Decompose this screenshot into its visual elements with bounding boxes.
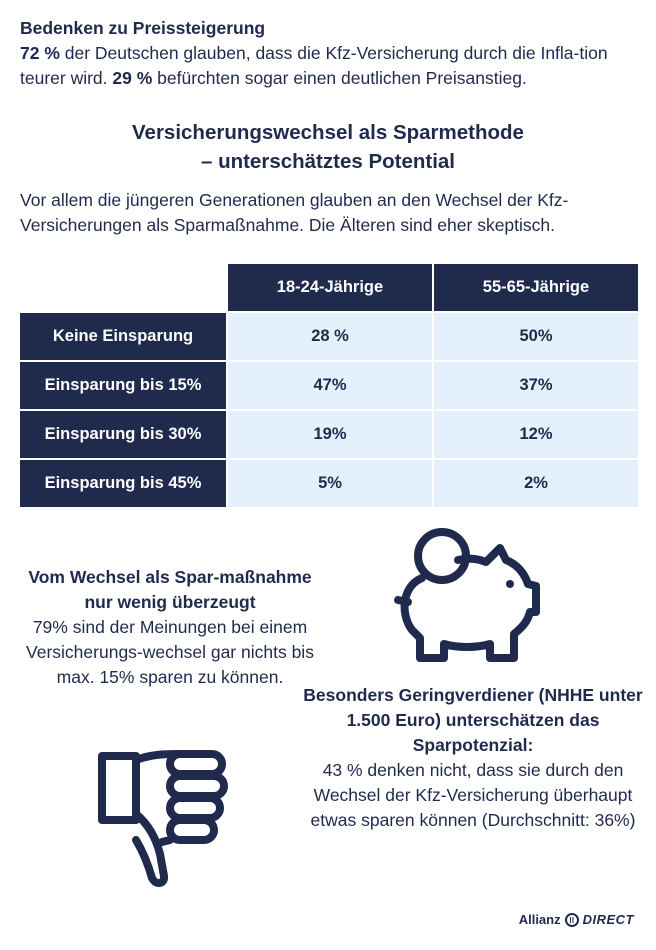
intro-block: Bedenken zu Preissteigerung 72 % der Deu… <box>20 16 640 91</box>
section-title: Versicherungswechsel als Sparmethode – u… <box>0 118 656 176</box>
column-header-55-65: 55-65-Jährige <box>432 264 638 311</box>
section-lead: Vor allem die jüngeren Generationen glau… <box>20 190 569 235</box>
intro-text-2: befürchten sogar einen deutlichen Preisa… <box>152 68 527 88</box>
intro-text-1: der Deutschen glauben, dass die Kfz-Vers… <box>20 43 608 88</box>
column-header-18-24: 18-24-Jährige <box>226 264 432 311</box>
thumbs-down-icon <box>98 750 228 887</box>
skeptic-heading: Vom Wechsel als Spar-maßnahme nur wenig … <box>28 567 312 612</box>
logo-brand-name: Allianz <box>518 912 561 927</box>
table-row: Einsparung bis 30% 19% 12% <box>20 409 638 458</box>
allianz-eagle-icon <box>564 912 579 927</box>
row-header: Keine Einsparung <box>20 311 226 360</box>
skeptic-text: 79% sind der Meinungen bei einem Versich… <box>26 617 314 687</box>
table-cell: 19% <box>226 409 432 458</box>
low-income-heading: Besonders Geringverdiener (NHHE unter 1.… <box>303 685 643 755</box>
table-cell: 47% <box>226 360 432 409</box>
table-header-row: 18-24-Jährige 55-65-Jährige <box>20 264 638 311</box>
low-income-callout: Besonders Geringverdiener (NHHE unter 1.… <box>290 683 656 833</box>
skeptic-callout: Vom Wechsel als Spar-maßnahme nur wenig … <box>20 565 320 690</box>
section-title-line-1: Versicherungswechsel als Sparmethode <box>132 121 524 144</box>
logo-suffix: DIRECT <box>582 912 634 927</box>
table-corner <box>20 264 226 311</box>
table-cell: 5% <box>226 458 432 507</box>
intro-heading: Bedenken zu Preissteigerung <box>20 18 266 38</box>
table-row: Einsparung bis 15% 47% 37% <box>20 360 638 409</box>
table-cell: 37% <box>432 360 638 409</box>
allianz-direct-logo: Allianz DIRECT <box>519 912 634 927</box>
row-header: Einsparung bis 30% <box>20 409 226 458</box>
low-income-text: 43 % denken nicht, dass sie durch den We… <box>310 760 636 830</box>
row-header: Einsparung bis 45% <box>20 458 226 507</box>
savings-comparison-table: 18-24-Jährige 55-65-Jährige Keine Einspa… <box>20 264 638 507</box>
table-row: Einsparung bis 45% 5% 2% <box>20 458 638 507</box>
intro-stat-29: 29 % <box>112 68 153 88</box>
table-cell: 2% <box>432 458 638 507</box>
table-cell: 50% <box>432 311 638 360</box>
row-header: Einsparung bis 15% <box>20 360 226 409</box>
section-title-line-2: – unterschätztes Potential <box>200 150 456 173</box>
table-row: Keine Einsparung 28 % 50% <box>20 311 638 360</box>
piggy-bank-icon <box>394 528 540 662</box>
intro-stat-72: 72 % <box>20 43 60 63</box>
table-cell: 28 % <box>226 311 432 360</box>
table-cell: 12% <box>432 409 638 458</box>
